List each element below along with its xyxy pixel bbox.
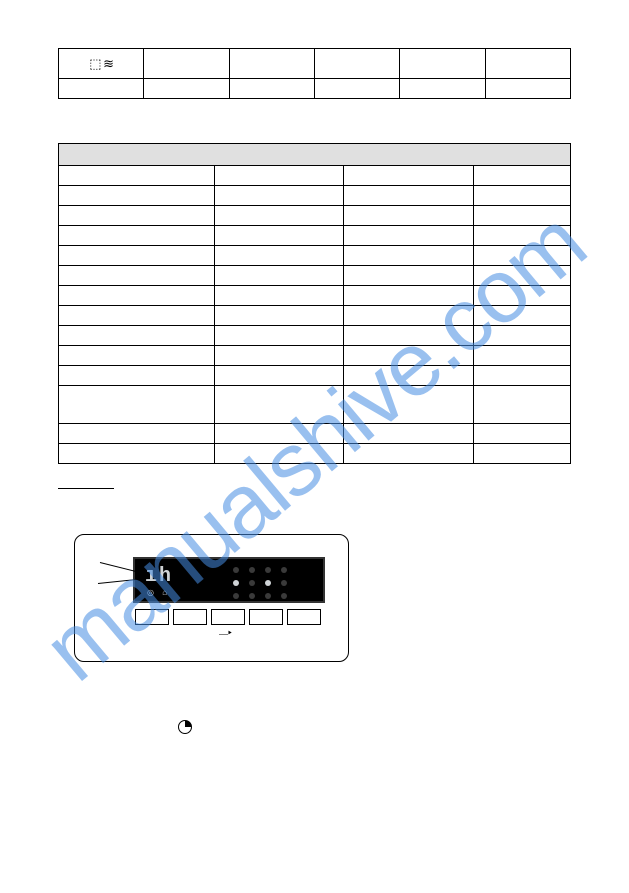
table-row <box>59 226 571 246</box>
panel-button-1[interactable] <box>135 609 169 625</box>
control-panel-illustration: ıh ◎ ⌂ ⎼▸ <box>74 534 349 662</box>
table-cell <box>485 79 570 99</box>
panel-button-4[interactable] <box>249 609 283 625</box>
clock-icon <box>178 720 192 734</box>
top-table: ⬚ ≋ <box>58 48 571 99</box>
indicator-dots <box>233 567 291 603</box>
table-cell <box>144 79 229 99</box>
table-cell <box>400 49 485 79</box>
panel-button-5[interactable] <box>287 609 321 625</box>
table-row <box>59 444 571 464</box>
table-cell <box>400 79 485 99</box>
table-row <box>59 346 571 366</box>
table-row <box>59 246 571 266</box>
display-digits: ıh <box>145 565 173 588</box>
display-lower-glyphs: ◎ ⌂ <box>147 588 170 597</box>
page: ⬚ ≋ <box>0 0 629 893</box>
table-row: ⬚ ≋ <box>59 49 571 79</box>
table-header-cell <box>214 166 344 186</box>
table-row <box>59 266 571 286</box>
table-row <box>59 326 571 346</box>
table-cell <box>314 79 399 99</box>
table-row <box>59 366 571 386</box>
table-header-cell <box>474 166 571 186</box>
table-row <box>59 306 571 326</box>
table-row <box>59 286 571 306</box>
table-cell <box>229 79 314 99</box>
steam-icon: ⬚ ≋ <box>89 56 113 71</box>
button-row-label: ⎼▸ <box>219 627 232 638</box>
display-screen: ıh ◎ ⌂ <box>133 557 325 603</box>
table-cell <box>229 49 314 79</box>
table-header-cell <box>344 166 474 186</box>
button-row <box>135 609 321 625</box>
table-row <box>59 386 571 424</box>
section-rule <box>58 488 114 489</box>
table-row <box>59 424 571 444</box>
table-header-cell <box>59 144 571 166</box>
table-row <box>59 186 571 206</box>
table-row <box>59 206 571 226</box>
table-row <box>59 166 571 186</box>
top-icon-cell: ⬚ ≋ <box>59 49 144 79</box>
table-cell <box>144 49 229 79</box>
table-cell <box>59 79 144 99</box>
panel-button-2[interactable] <box>173 609 207 625</box>
main-table-body <box>59 186 571 464</box>
panel-button-3[interactable] <box>211 609 245 625</box>
table-row <box>59 79 571 99</box>
table-cell <box>314 49 399 79</box>
table-header-cell <box>59 166 215 186</box>
table-header-row <box>59 144 571 166</box>
main-table <box>58 143 571 464</box>
table-cell <box>485 49 570 79</box>
